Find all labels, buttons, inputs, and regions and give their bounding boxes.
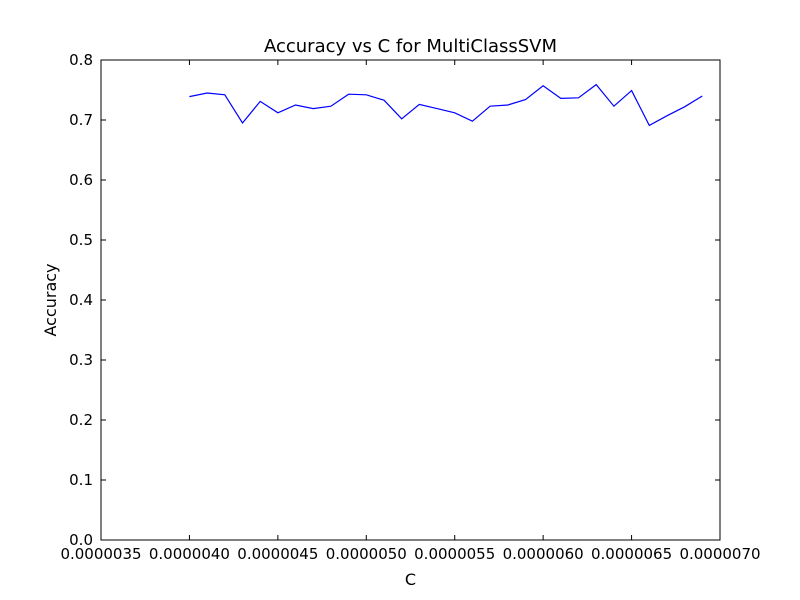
y-tick-label: 0.4: [69, 291, 93, 309]
axis-ticks: 0.0 0.1 0.2 0.3 0.4 0.5 0.6 0.7 0.8 0.0000035 0.00…: [60, 51, 760, 563]
x-tick-label: 0.0000070: [679, 545, 760, 563]
y-tick-label: 0.8: [69, 51, 93, 69]
y-tick-label: 0.0: [69, 531, 93, 549]
x-tick-label: 0.0000060: [503, 545, 584, 563]
x-axis-title: C: [405, 570, 416, 589]
x-tick-label: 0.0000055: [414, 545, 495, 563]
y-tick-label: 0.5: [69, 231, 93, 249]
chart-title: Accuracy vs C for MultiClassSVM: [264, 36, 557, 57]
x-tick-label: 0.0000050: [326, 545, 407, 563]
y-tick-label: 0.3: [69, 351, 93, 369]
series-line: [189, 83, 703, 127]
plot-area: [189, 83, 703, 127]
y-axis-title: Accuracy: [41, 263, 60, 336]
y-tick-label: 0.6: [69, 171, 93, 189]
y-tick-label: 0.7: [69, 111, 93, 129]
plot-frame: [100, 59, 721, 541]
x-tick-label: 0.0000065: [591, 545, 672, 563]
x-tick-label: 0.0000045: [237, 545, 318, 563]
y-tick-label: 0.2: [69, 411, 93, 429]
x-tick-label: 0.0000035: [60, 545, 141, 563]
x-tick-label: 0.0000040: [149, 545, 230, 563]
y-tick-label: 0.1: [69, 471, 93, 489]
